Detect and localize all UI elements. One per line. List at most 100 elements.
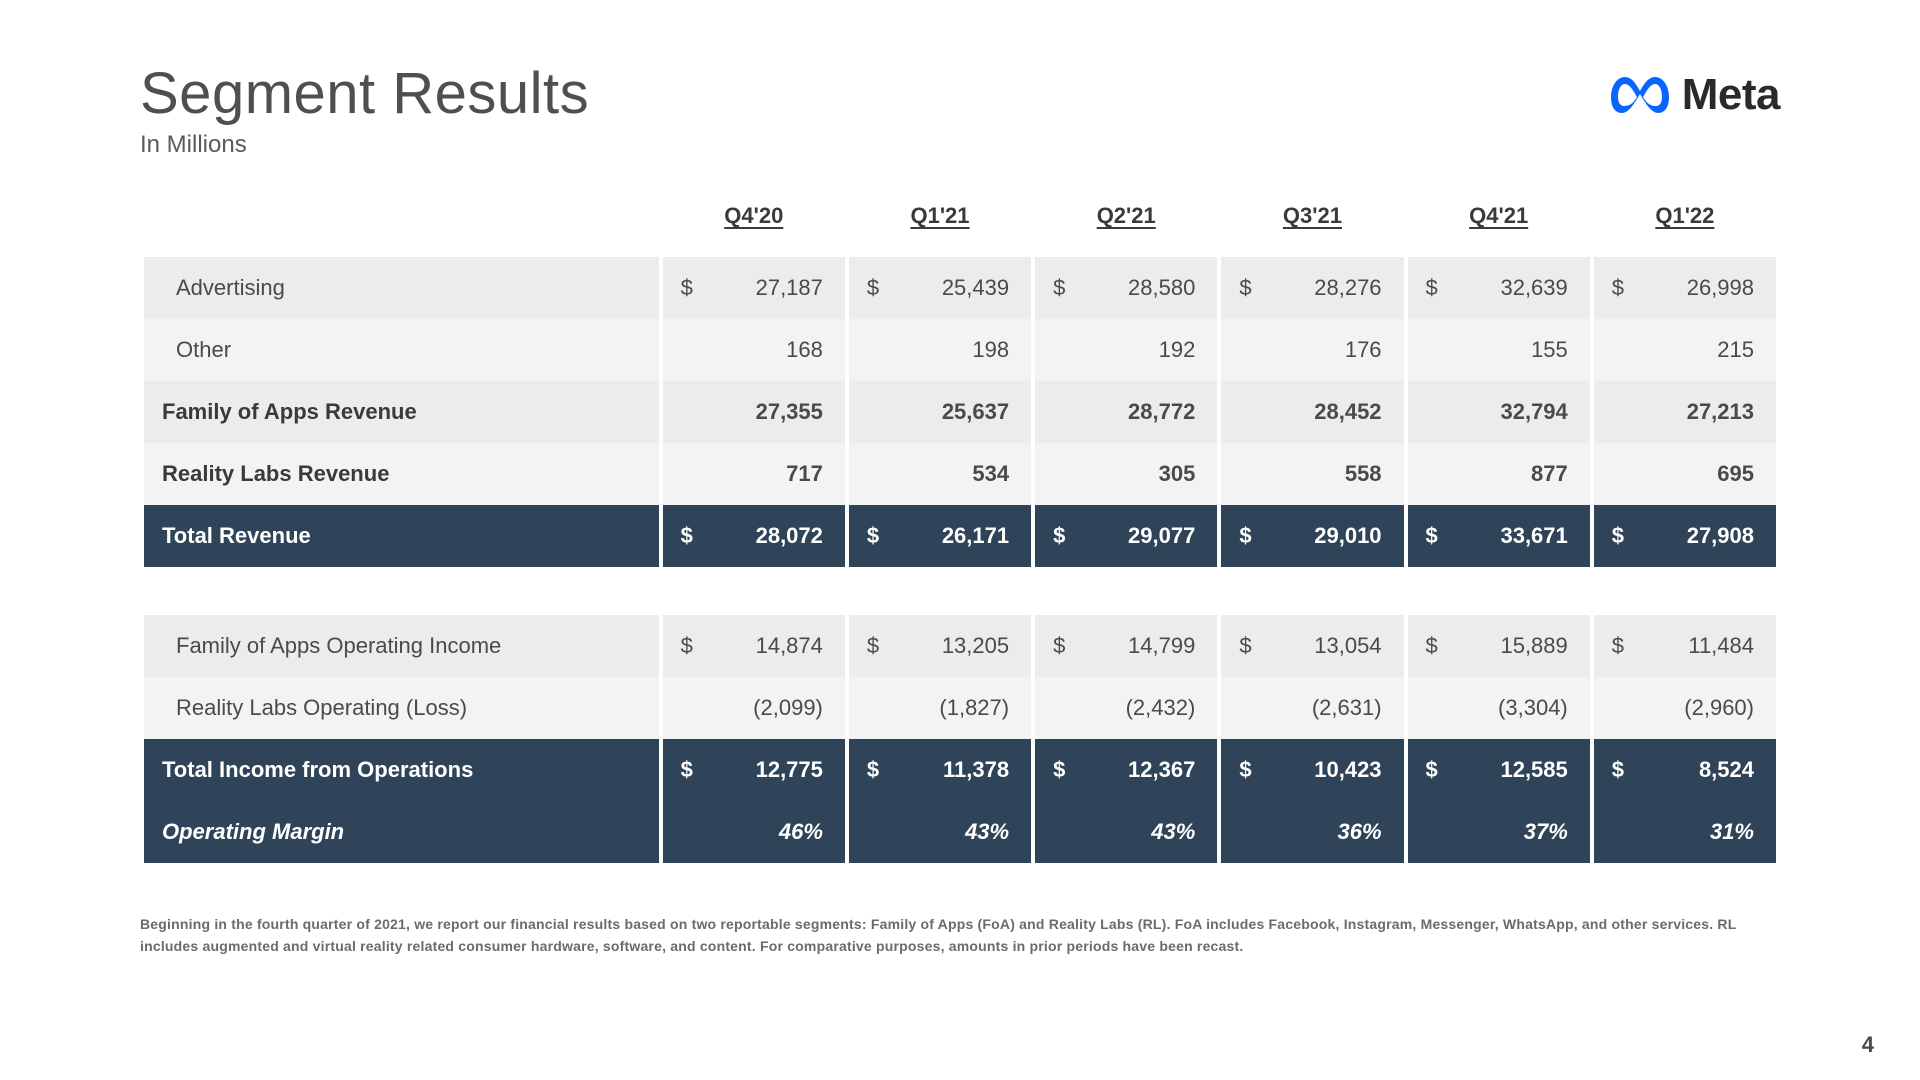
dollar-sign: $ bbox=[1612, 275, 1624, 301]
cell: 46% bbox=[663, 801, 845, 863]
cell: $28,276 bbox=[1221, 257, 1403, 319]
cell: 32,794 bbox=[1408, 381, 1590, 443]
dollar-sign: $ bbox=[1612, 523, 1624, 549]
cell-value: (2,099) bbox=[663, 695, 823, 721]
cell-value: 176 bbox=[1221, 337, 1381, 363]
cell: 534 bbox=[849, 443, 1031, 505]
cell-value: 27,355 bbox=[663, 399, 823, 425]
slide: Segment Results In Millions Meta Q4'20 Q… bbox=[0, 0, 1920, 1080]
page-subtitle: In Millions bbox=[140, 131, 589, 159]
row-label bbox=[144, 567, 659, 615]
row-label: Reality Labs Revenue bbox=[144, 443, 659, 505]
cell: (2,099) bbox=[663, 677, 845, 739]
infinity-icon bbox=[1608, 73, 1672, 117]
cell-value: 27,213 bbox=[1594, 399, 1754, 425]
cell: $12,585 bbox=[1408, 739, 1590, 801]
cell bbox=[1594, 567, 1776, 615]
cell: $10,423 bbox=[1221, 739, 1403, 801]
cell-value: 32,794 bbox=[1408, 399, 1568, 425]
row-label: Total Revenue bbox=[144, 505, 659, 567]
cell-value: 43% bbox=[1035, 819, 1195, 845]
cell-value: 877 bbox=[1408, 461, 1568, 487]
cell: 27,355 bbox=[663, 381, 845, 443]
dollar-sign: $ bbox=[1426, 275, 1438, 301]
cell: 36% bbox=[1221, 801, 1403, 863]
cell-value: 305 bbox=[1035, 461, 1195, 487]
cell: (2,960) bbox=[1594, 677, 1776, 739]
cell: $32,639 bbox=[1408, 257, 1590, 319]
cell-value: (3,304) bbox=[1408, 695, 1568, 721]
table-row: Total Revenue$28,072$26,171$29,077$29,01… bbox=[144, 505, 1776, 567]
dollar-sign: $ bbox=[1612, 757, 1624, 783]
cell bbox=[663, 567, 845, 615]
cell: $11,378 bbox=[849, 739, 1031, 801]
cell: $8,524 bbox=[1594, 739, 1776, 801]
cell: $28,580 bbox=[1035, 257, 1217, 319]
table-head: Q4'20 Q1'21 Q2'21 Q3'21 Q4'21 Q1'22 bbox=[144, 189, 1776, 257]
cell: $27,187 bbox=[663, 257, 845, 319]
dollar-sign: $ bbox=[1426, 633, 1438, 659]
dollar-sign: $ bbox=[681, 757, 693, 783]
row-label: Total Income from Operations bbox=[144, 739, 659, 801]
cell-value: 717 bbox=[663, 461, 823, 487]
cell-value: 558 bbox=[1221, 461, 1381, 487]
cell: 695 bbox=[1594, 443, 1776, 505]
dollar-sign: $ bbox=[1239, 523, 1251, 549]
col-header: Q1'21 bbox=[849, 189, 1031, 257]
dollar-sign: $ bbox=[867, 633, 879, 659]
cell: (3,304) bbox=[1408, 677, 1590, 739]
cell: $14,799 bbox=[1035, 615, 1217, 677]
cell bbox=[1035, 567, 1217, 615]
dollar-sign: $ bbox=[1053, 523, 1065, 549]
cell: 31% bbox=[1594, 801, 1776, 863]
row-label: Family of Apps Operating Income bbox=[144, 615, 659, 677]
cell-value: 28,452 bbox=[1221, 399, 1381, 425]
cell bbox=[849, 567, 1031, 615]
meta-logo: Meta bbox=[1608, 70, 1780, 120]
dollar-sign: $ bbox=[867, 523, 879, 549]
table-row: Other168 198192176 155 215 bbox=[144, 319, 1776, 381]
dollar-sign: $ bbox=[1239, 633, 1251, 659]
cell: 192 bbox=[1035, 319, 1217, 381]
cell: 558 bbox=[1221, 443, 1403, 505]
dollar-sign: $ bbox=[681, 523, 693, 549]
cell bbox=[1221, 567, 1403, 615]
cell-value: (2,960) bbox=[1594, 695, 1754, 721]
cell: $15,889 bbox=[1408, 615, 1590, 677]
dollar-sign: $ bbox=[1053, 275, 1065, 301]
cell: (2,631) bbox=[1221, 677, 1403, 739]
cell: 198 bbox=[849, 319, 1031, 381]
cell: $33,671 bbox=[1408, 505, 1590, 567]
cell-value: 43% bbox=[849, 819, 1009, 845]
cell: 176 bbox=[1221, 319, 1403, 381]
table-body: Advertising$27,187$25,439$28,580$28,276$… bbox=[144, 257, 1776, 863]
cell-value: 534 bbox=[849, 461, 1009, 487]
dollar-sign: $ bbox=[1239, 275, 1251, 301]
row-label: Family of Apps Revenue bbox=[144, 381, 659, 443]
col-header: Q2'21 bbox=[1035, 189, 1217, 257]
cell-value: 168 bbox=[663, 337, 823, 363]
cell-value: (2,432) bbox=[1035, 695, 1195, 721]
cell-value: 695 bbox=[1594, 461, 1754, 487]
cell: 28,452 bbox=[1221, 381, 1403, 443]
table-row: Reality Labs Operating (Loss)(2,099) (1,8… bbox=[144, 677, 1776, 739]
cell: (2,432) bbox=[1035, 677, 1217, 739]
cell: 25,637 bbox=[849, 381, 1031, 443]
row-label: Other bbox=[144, 319, 659, 381]
cell: $28,072 bbox=[663, 505, 845, 567]
header-row: Q4'20 Q1'21 Q2'21 Q3'21 Q4'21 Q1'22 bbox=[144, 189, 1776, 257]
cell: (1,827) bbox=[849, 677, 1031, 739]
cell: $13,054 bbox=[1221, 615, 1403, 677]
cell: 43% bbox=[1035, 801, 1217, 863]
cell: $11,484 bbox=[1594, 615, 1776, 677]
cell-value: 155 bbox=[1408, 337, 1568, 363]
cell-value: (2,631) bbox=[1221, 695, 1381, 721]
dollar-sign: $ bbox=[867, 275, 879, 301]
row-label: Reality Labs Operating (Loss) bbox=[144, 677, 659, 739]
cell: 215 bbox=[1594, 319, 1776, 381]
cell-value: (1,827) bbox=[849, 695, 1009, 721]
col-header: Q3'21 bbox=[1221, 189, 1403, 257]
dollar-sign: $ bbox=[681, 275, 693, 301]
dollar-sign: $ bbox=[1053, 633, 1065, 659]
footnote: Beginning in the fourth quarter of 2021,… bbox=[140, 913, 1780, 958]
